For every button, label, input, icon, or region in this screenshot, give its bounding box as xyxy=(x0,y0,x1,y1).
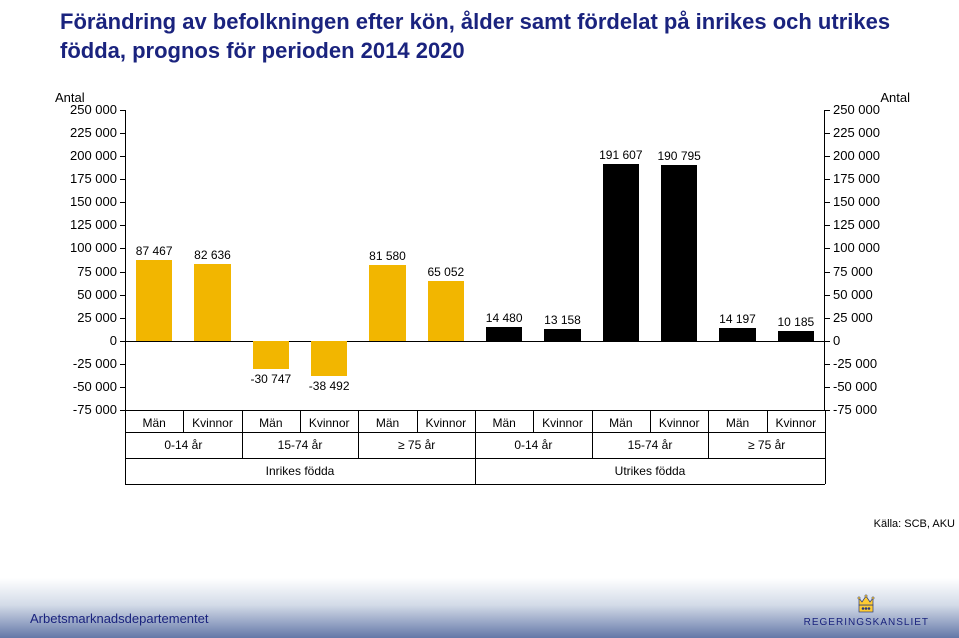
x-label: Män xyxy=(726,416,749,430)
bar-value-label: 191 607 xyxy=(599,148,642,162)
bar-value-label: -38 492 xyxy=(309,379,350,393)
bar xyxy=(369,265,405,340)
bar xyxy=(719,328,755,341)
agency-block: REGERINGSKANSLIET xyxy=(804,591,929,628)
age-group-label: 15-74 år xyxy=(278,438,323,452)
y-tick-left: 225 000 xyxy=(70,125,117,140)
bar-value-label: 10 185 xyxy=(777,315,814,329)
y-tick-right: 25 000 xyxy=(833,310,873,325)
chart-source: Källa: SCB, AKU xyxy=(874,518,955,530)
y-tick-right: -50 000 xyxy=(833,379,877,394)
bar xyxy=(194,264,230,340)
x-label: Kvinnor xyxy=(192,416,233,430)
x-label: Kvinnor xyxy=(309,416,350,430)
x-label: Kvinnor xyxy=(425,416,466,430)
x-label: Kvinnor xyxy=(775,416,816,430)
origin-label: Utrikes födda xyxy=(615,464,686,478)
y-tick-right: 225 000 xyxy=(833,125,880,140)
y-tick-left: 75 000 xyxy=(77,264,117,279)
bar-value-label: 82 636 xyxy=(194,248,231,262)
y-tick-left: 100 000 xyxy=(70,240,117,255)
y-tick-right: 175 000 xyxy=(833,171,880,186)
bar-value-label: 14 480 xyxy=(486,311,523,325)
y-tick-right: 0 xyxy=(833,333,840,348)
crown-icon xyxy=(853,591,879,615)
zero-line xyxy=(125,341,825,342)
bar xyxy=(311,341,347,377)
age-group-label: 15-74 år xyxy=(628,438,673,452)
bar xyxy=(544,329,580,341)
age-group-label: 0-14 år xyxy=(164,438,202,452)
bar-value-label: 65 052 xyxy=(427,265,464,279)
bar-value-label: 190 795 xyxy=(657,149,700,163)
y-tick-left: 25 000 xyxy=(77,310,117,325)
bar-value-label: 81 580 xyxy=(369,249,406,263)
bar xyxy=(486,327,522,340)
x-label: Män xyxy=(376,416,399,430)
y-axis-label-right: Antal xyxy=(880,90,910,105)
y-tick-right: 100 000 xyxy=(833,240,880,255)
y-tick-left: -75 000 xyxy=(73,402,117,417)
bar xyxy=(136,260,172,341)
x-label: Män xyxy=(609,416,632,430)
page-title: Förändring av befolkningen efter kön, ål… xyxy=(60,8,899,65)
department-label: Arbetsmarknadsdepartementet xyxy=(30,611,208,626)
bar xyxy=(428,281,464,341)
y-tick-right: 150 000 xyxy=(833,194,880,209)
y-tick-left: 175 000 xyxy=(70,171,117,186)
bar-chart: Antal Antal Källa: SCB, AKU 250 000250 0… xyxy=(75,95,885,525)
bar xyxy=(661,165,697,341)
y-tick-right: 50 000 xyxy=(833,287,873,302)
bar-value-label: -30 747 xyxy=(250,372,291,386)
bar xyxy=(253,341,289,369)
x-label: Män xyxy=(142,416,165,430)
age-group-label: ≥ 75 år xyxy=(748,438,785,452)
y-tick-right: -75 000 xyxy=(833,402,877,417)
y-tick-left: -50 000 xyxy=(73,379,117,394)
y-tick-right: -25 000 xyxy=(833,356,877,371)
footer-gradient: Arbetsmarknadsdepartementet REGERINGSKAN… xyxy=(0,578,959,638)
x-label: Kvinnor xyxy=(542,416,583,430)
y-tick-right: 125 000 xyxy=(833,217,880,232)
y-tick-left: 125 000 xyxy=(70,217,117,232)
bar-value-label: 14 197 xyxy=(719,312,756,326)
y-tick-right: 75 000 xyxy=(833,264,873,279)
x-label: Kvinnor xyxy=(659,416,700,430)
y-tick-right: 250 000 xyxy=(833,102,880,117)
bar xyxy=(603,164,639,341)
x-label: Män xyxy=(259,416,282,430)
agency-label: REGERINGSKANSLIET xyxy=(804,617,929,628)
y-tick-right: 200 000 xyxy=(833,148,880,163)
y-tick-left: 250 000 xyxy=(70,102,117,117)
origin-label: Inrikes födda xyxy=(266,464,335,478)
bar xyxy=(778,331,814,340)
bar-value-label: 87 467 xyxy=(136,244,173,258)
x-label: Män xyxy=(492,416,515,430)
bar-value-label: 13 158 xyxy=(544,313,581,327)
age-group-label: 0-14 år xyxy=(514,438,552,452)
age-group-label: ≥ 75 år xyxy=(398,438,435,452)
y-tick-left: 150 000 xyxy=(70,194,117,209)
y-tick-left: 200 000 xyxy=(70,148,117,163)
y-tick-left: 50 000 xyxy=(77,287,117,302)
y-tick-left: 0 xyxy=(110,333,117,348)
y-tick-left: -25 000 xyxy=(73,356,117,371)
